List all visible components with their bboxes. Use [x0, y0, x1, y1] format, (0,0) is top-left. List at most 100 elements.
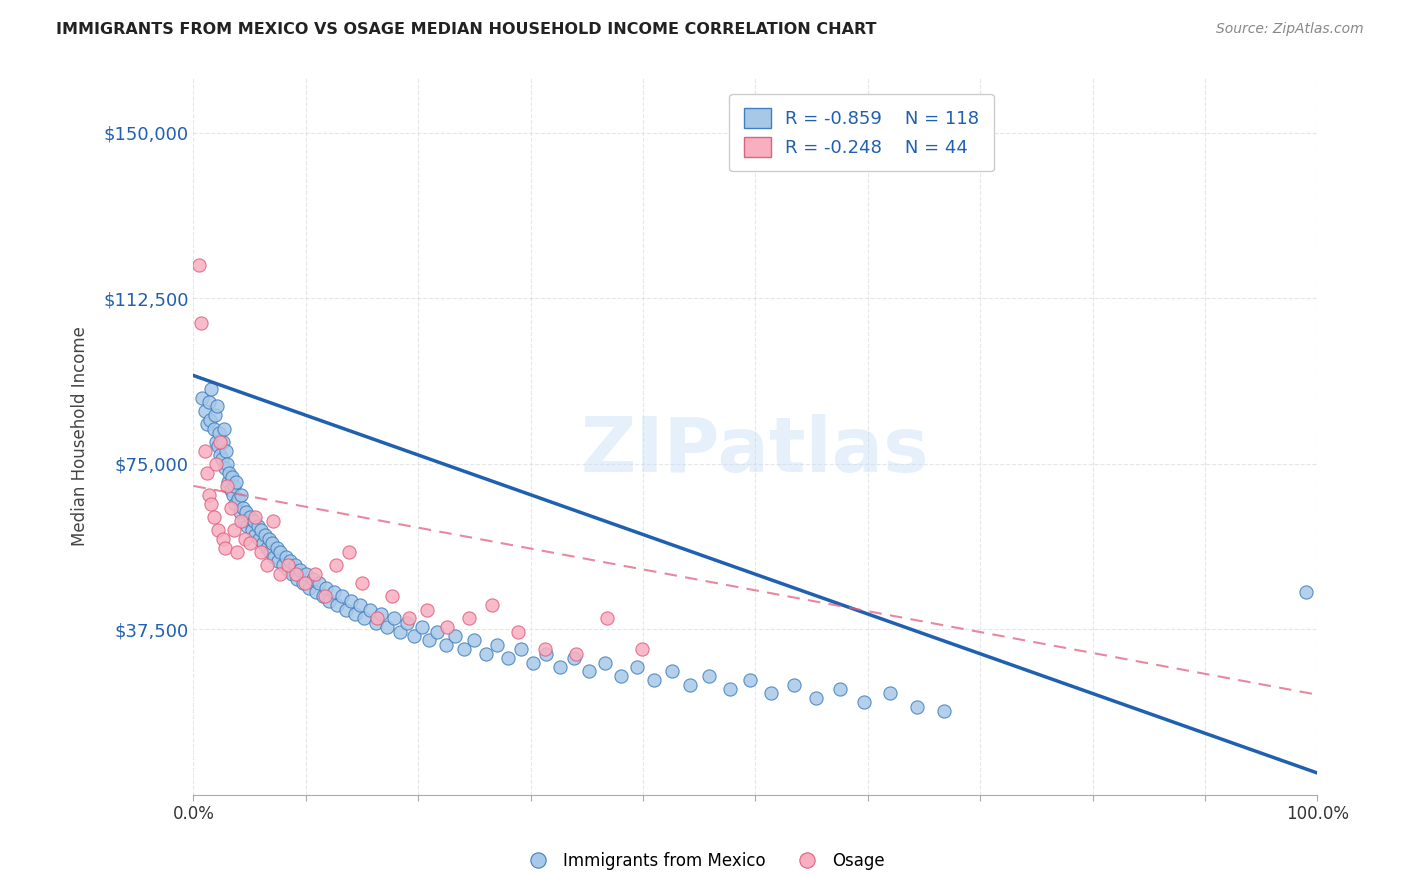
Point — [205, 457, 228, 471]
Point — [548, 660, 571, 674]
Legend: R = -0.859    N = 118, R = -0.248    N = 44: R = -0.859 N = 118, R = -0.248 N = 44 — [730, 94, 994, 171]
Point — [256, 558, 278, 573]
Point — [318, 593, 340, 607]
Point — [226, 545, 249, 559]
Point — [202, 421, 225, 435]
Point — [224, 497, 246, 511]
Point — [782, 678, 804, 692]
Point — [212, 421, 235, 435]
Point — [191, 391, 214, 405]
Point — [349, 598, 371, 612]
Point — [214, 541, 236, 555]
Point — [281, 567, 304, 582]
Point — [239, 536, 262, 550]
Point — [804, 690, 827, 705]
Point — [699, 669, 721, 683]
Point — [326, 598, 349, 612]
Point — [247, 532, 270, 546]
Point — [457, 611, 479, 625]
Point — [381, 590, 404, 604]
Point — [508, 624, 530, 639]
Point — [436, 620, 458, 634]
Text: Source: ZipAtlas.com: Source: ZipAtlas.com — [1216, 22, 1364, 37]
Point — [194, 443, 217, 458]
Point — [294, 576, 316, 591]
Point — [252, 536, 274, 550]
Point — [593, 656, 616, 670]
Point — [564, 647, 586, 661]
Point — [631, 642, 654, 657]
Point — [463, 633, 485, 648]
Point — [398, 611, 420, 625]
Y-axis label: Median Household Income: Median Household Income — [72, 326, 89, 546]
Point — [444, 629, 467, 643]
Point — [578, 665, 600, 679]
Point — [262, 536, 284, 550]
Point — [389, 624, 412, 639]
Point — [233, 514, 256, 528]
Point — [269, 545, 291, 559]
Point — [225, 475, 247, 489]
Point — [195, 466, 218, 480]
Point — [194, 404, 217, 418]
Point — [266, 541, 288, 555]
Point — [274, 549, 297, 564]
Text: IMMIGRANTS FROM MEXICO VS OSAGE MEDIAN HOUSEHOLD INCOME CORRELATION CHART: IMMIGRANTS FROM MEXICO VS OSAGE MEDIAN H… — [56, 22, 877, 37]
Point — [340, 593, 363, 607]
Point — [290, 563, 312, 577]
Point — [298, 581, 321, 595]
Point — [229, 488, 252, 502]
Point — [273, 558, 295, 573]
Point — [254, 527, 277, 541]
Point — [198, 488, 221, 502]
Point — [263, 549, 285, 564]
Point — [337, 545, 360, 559]
Point — [207, 523, 229, 537]
Point — [198, 395, 221, 409]
Point — [204, 409, 226, 423]
Point — [759, 686, 782, 700]
Point — [382, 611, 405, 625]
Point — [364, 615, 387, 630]
Point — [352, 576, 374, 591]
Point — [485, 638, 508, 652]
Point — [277, 558, 299, 573]
Point — [536, 647, 558, 661]
Point — [207, 439, 229, 453]
Point — [284, 558, 307, 573]
Point — [453, 642, 475, 657]
Point — [222, 479, 245, 493]
Point — [245, 509, 267, 524]
Point — [208, 425, 231, 440]
Point — [235, 505, 257, 519]
Point — [1295, 585, 1317, 599]
Point — [269, 567, 291, 582]
Point — [222, 488, 245, 502]
Point — [905, 699, 928, 714]
Point — [240, 523, 263, 537]
Point — [277, 563, 299, 577]
Point — [214, 461, 236, 475]
Point — [564, 651, 586, 665]
Point — [188, 258, 211, 272]
Point — [200, 382, 222, 396]
Point — [232, 501, 254, 516]
Point — [522, 656, 544, 670]
Point — [228, 505, 250, 519]
Point — [626, 660, 648, 674]
Point — [305, 585, 328, 599]
Point — [217, 457, 239, 471]
Point — [301, 572, 323, 586]
Point — [218, 466, 240, 480]
Point — [718, 682, 741, 697]
Point — [229, 514, 252, 528]
Point — [828, 682, 851, 697]
Point — [209, 448, 232, 462]
Point — [209, 434, 232, 449]
Point — [353, 611, 375, 625]
Point — [395, 615, 418, 630]
Point — [879, 686, 901, 700]
Point — [596, 611, 619, 625]
Point — [246, 518, 269, 533]
Point — [239, 509, 262, 524]
